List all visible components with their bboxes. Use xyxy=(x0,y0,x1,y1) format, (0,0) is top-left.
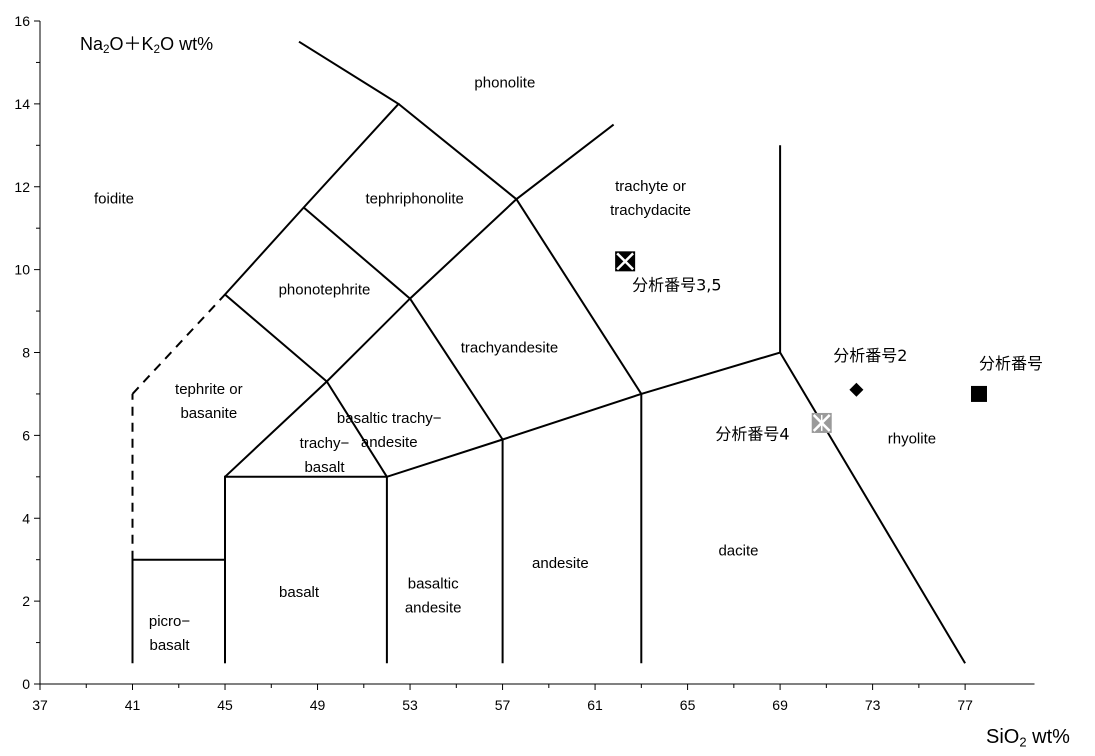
data-point xyxy=(811,412,832,433)
y-tick-label: 12 xyxy=(14,179,30,195)
x-tick-label: 41 xyxy=(125,697,141,713)
region-label-trachyte-or-trachydacite: trachyte or trachydacite xyxy=(610,178,691,219)
y-tick-label: 4 xyxy=(22,510,30,526)
point-label: 分析番号4 xyxy=(715,425,789,444)
x-tick-label: 53 xyxy=(402,697,418,713)
y-axis-title: Na2O＋K2O wt% xyxy=(80,34,214,56)
x-tick-label: 65 xyxy=(680,697,696,713)
region-label-andesite: andesite xyxy=(532,555,589,572)
region-label-phonotephrite: phonotephrite xyxy=(279,281,371,298)
region-labels: phonolite foidite tephriphonolite trachyte … xyxy=(94,74,936,654)
point-label: 分析番号 xyxy=(979,354,1043,373)
region-label-phonolite: phonolite xyxy=(474,74,535,91)
region-label-basaltic-andesite: basaltic andesite xyxy=(405,576,462,617)
x-tick-label: 37 xyxy=(32,697,48,713)
region-label-dacite: dacite xyxy=(718,543,758,560)
region-label-basaltic-trachyandesite: basaltic trachy− andesite xyxy=(337,410,442,451)
y-tick-label: 0 xyxy=(22,676,30,692)
marker-cross xyxy=(616,252,635,271)
boundary-line xyxy=(303,206,411,300)
x-tick-label: 45 xyxy=(217,697,233,713)
data-point xyxy=(615,251,636,272)
boundary-line xyxy=(515,198,643,395)
x-tick-label: 57 xyxy=(495,697,511,713)
region-label-trachyandesite: trachyandesite xyxy=(461,340,559,357)
x-tick-label: 77 xyxy=(957,697,973,713)
y-tick-label: 16 xyxy=(14,13,30,29)
y-tick-label: 8 xyxy=(22,345,30,361)
y-tick-label: 10 xyxy=(14,262,30,278)
boundary-line xyxy=(131,351,966,664)
classification-boundaries xyxy=(131,40,966,664)
x-tick-label: 49 xyxy=(310,697,326,713)
data-points: 分析番号3,5 分析番号4 分析番号2 分析番号 xyxy=(615,251,1043,444)
region-label-foidite: foidite xyxy=(94,190,134,207)
region-label-picrobasalt: picro− basalt xyxy=(149,613,191,654)
point-label: 分析番号3,5 xyxy=(632,275,721,294)
x-tick-label: 69 xyxy=(772,697,788,713)
region-label-trachybasalt: trachy− basalt xyxy=(300,435,350,476)
y-tick-label: 14 xyxy=(14,96,30,112)
data-point xyxy=(970,385,987,402)
y-tick-label: 6 xyxy=(22,427,30,443)
marker-square xyxy=(970,385,987,402)
marker-diamond xyxy=(849,382,864,397)
x-axis-title: SiO2 wt% xyxy=(986,726,1070,750)
region-label-tephriphonolite: tephriphonolite xyxy=(365,190,463,207)
boundary-line xyxy=(397,103,518,200)
axes: 37 41 45 49 53 57 61 65 69 73 77 0 2 4 6 8 10 12 14 16 xyxy=(14,13,1035,713)
region-label-rhyolite: rhyolite xyxy=(888,431,936,448)
y-tick-label: 2 xyxy=(22,593,30,609)
data-point xyxy=(849,382,864,397)
boundary-line xyxy=(223,40,401,478)
region-label-basalt: basalt xyxy=(279,584,320,601)
dashed-boundary-line xyxy=(131,293,226,395)
x-tick-label: 73 xyxy=(865,697,881,713)
x-tick-label: 61 xyxy=(587,697,603,713)
point-label: 分析番号2 xyxy=(833,346,907,365)
region-label-tephrite-or-basanite: tephrite or basanite xyxy=(175,381,243,422)
boundary-line xyxy=(409,298,504,441)
